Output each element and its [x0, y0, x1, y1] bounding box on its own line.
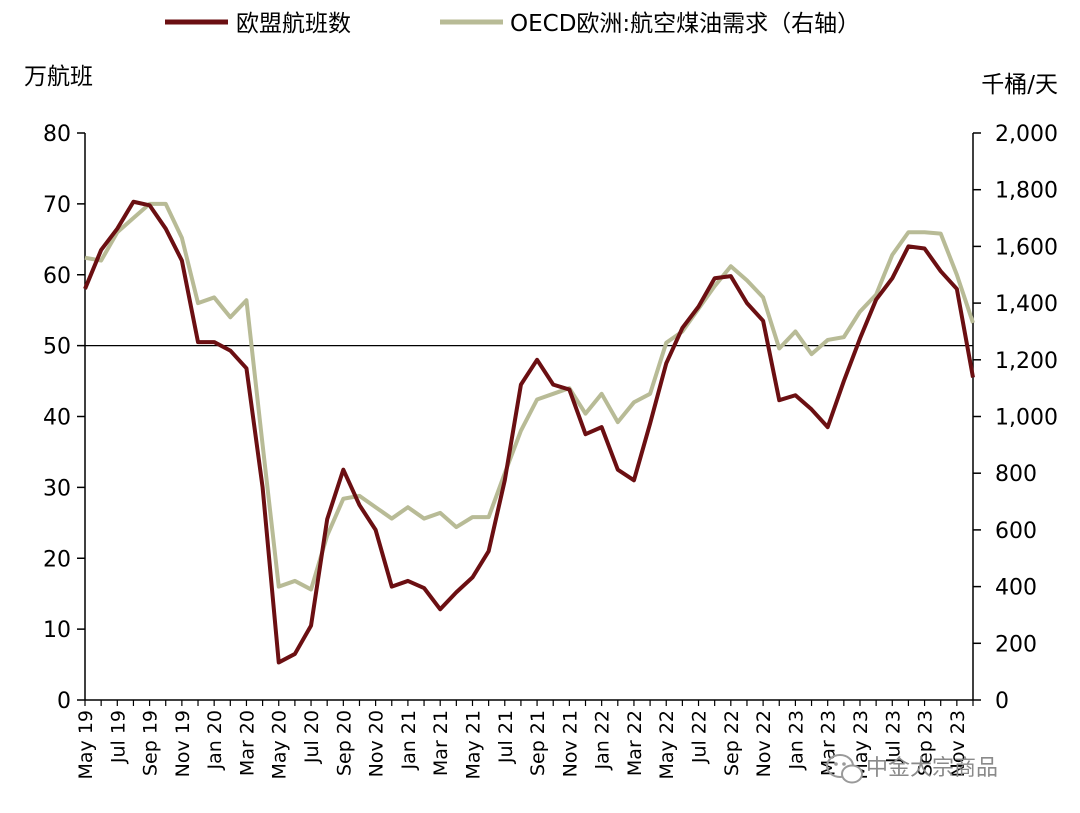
x-tick-label: Jul 23 — [882, 710, 904, 764]
x-tick-label: May 19 — [75, 710, 97, 780]
legend-label-eu-flights: 欧盟航班数 — [236, 11, 351, 37]
right-tick-label: 400 — [995, 576, 1037, 601]
x-tick-label: Jul 20 — [301, 710, 323, 764]
left-tick-label: 20 — [43, 547, 71, 572]
x-tick-label: Mar 20 — [236, 710, 258, 776]
left-tick-label: 30 — [43, 476, 71, 501]
x-tick-label: Nov 19 — [172, 710, 194, 777]
left-axis-unit: 万航班 — [24, 64, 93, 90]
x-tick-label: Jul 19 — [107, 710, 129, 764]
right-tick-label: 200 — [995, 632, 1037, 657]
x-tick-label: Jan 23 — [785, 710, 807, 771]
watermark-text: 中金大宗商品 — [866, 756, 998, 781]
x-tick-label: Mar 22 — [624, 710, 646, 776]
x-tick-label: Sep 19 — [140, 710, 162, 776]
left-tick-label: 0 — [57, 689, 71, 714]
right-tick-label: 1,600 — [995, 235, 1058, 260]
x-tick-label: Sep 20 — [333, 710, 355, 776]
x-tick-label: Jan 20 — [204, 710, 226, 771]
x-axis-ticks: May 19 Jul 19 Sep 19 Nov 19 Jan 20 Mar 20 May … — [75, 700, 974, 780]
right-tick-label: 1,200 — [995, 349, 1058, 374]
x-tick-label: May 20 — [269, 710, 291, 780]
x-tick-label: Nov 21 — [559, 710, 581, 777]
right-axis-ticks: 0 200 400 600 800 1,000 1,200 1,400 1,600 1,800 2,… — [973, 122, 1058, 714]
x-tick-label: Jul 21 — [495, 710, 517, 764]
x-tick-label: Sep 22 — [721, 710, 743, 776]
right-tick-label: 1,800 — [995, 179, 1058, 204]
x-tick-label: Nov 20 — [366, 710, 388, 777]
wechat-icon — [826, 754, 863, 784]
series-line-eu-flights — [83, 199, 975, 665]
x-tick-label: May 23 — [850, 710, 872, 780]
legend: 欧盟航班数 OECD欧洲:航空煤油需求（右轴） — [165, 11, 860, 37]
left-axis-ticks: 0 10 20 30 40 50 60 70 80 — [43, 122, 85, 714]
right-tick-label: 1,400 — [995, 292, 1058, 317]
x-tick-label: May 21 — [462, 710, 484, 780]
left-tick-label: 80 — [43, 122, 71, 147]
x-tick-label: Jul 22 — [689, 710, 711, 764]
x-tick-label: Jan 22 — [592, 710, 614, 771]
left-tick-label: 10 — [43, 618, 71, 643]
right-tick-label: 2,000 — [995, 122, 1058, 147]
x-tick-label: Mar 21 — [430, 710, 452, 776]
right-axis-unit: 千桶/天 — [981, 72, 1058, 98]
right-tick-label: 800 — [995, 462, 1037, 487]
x-tick-label: Sep 21 — [527, 710, 549, 776]
watermark: 中金大宗商品 — [826, 754, 998, 784]
right-tick-label: 0 — [995, 689, 1009, 714]
left-tick-label: 70 — [43, 193, 71, 218]
series-line-jet-fuel-demand — [84, 201, 975, 592]
left-tick-label: 60 — [43, 264, 71, 289]
x-tick-label: Jan 21 — [398, 710, 420, 771]
x-tick-label: May 22 — [656, 710, 678, 780]
right-tick-label: 1,000 — [995, 406, 1058, 431]
left-tick-label: 50 — [43, 335, 71, 360]
x-tick-label: Nov 22 — [753, 710, 775, 777]
x-tick-label: Mar 23 — [818, 710, 840, 776]
left-tick-label: 40 — [43, 406, 71, 431]
x-tick-label: Sep 23 — [915, 710, 937, 776]
x-tick-label: Nov 23 — [947, 710, 969, 777]
legend-label-jet-fuel: OECD欧洲:航空煤油需求（右轴） — [510, 11, 860, 37]
right-tick-label: 600 — [995, 519, 1037, 544]
